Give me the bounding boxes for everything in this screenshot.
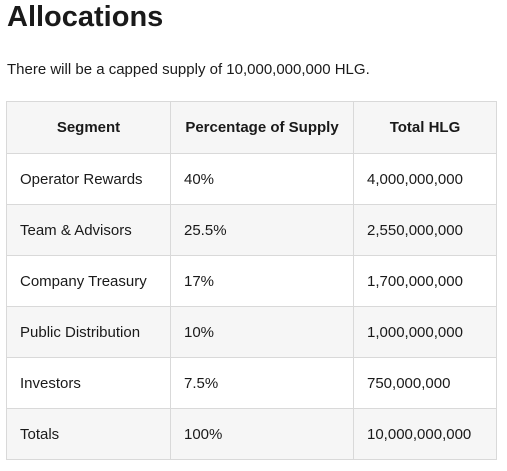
total-hlg-cell: 4,000,000,000 bbox=[353, 153, 497, 205]
total-hlg-cell: 750,000,000 bbox=[353, 357, 497, 409]
total-hlg-cell: 10,000,000,000 bbox=[353, 408, 497, 460]
segment-cell: Operator Rewards bbox=[6, 153, 171, 205]
page-title: Allocations bbox=[7, 1, 164, 33]
segment-cell: Team & Advisors bbox=[6, 204, 171, 256]
segment-cell: Company Treasury bbox=[6, 255, 171, 307]
total-hlg-cell: 1,000,000,000 bbox=[353, 306, 497, 358]
allocations-table: Segment Percentage of Supply Total HLG O… bbox=[6, 101, 497, 460]
percentage-cell: 10% bbox=[170, 306, 354, 358]
table-row: Company Treasury 17% 1,700,000,000 bbox=[6, 255, 497, 307]
percentage-cell: 40% bbox=[170, 153, 354, 205]
column-header-total-hlg: Total HLG bbox=[353, 101, 497, 154]
percentage-cell: 25.5% bbox=[170, 204, 354, 256]
table-row: Operator Rewards 40% 4,000,000,000 bbox=[6, 153, 497, 205]
column-header-segment: Segment bbox=[6, 101, 171, 154]
segment-cell: Totals bbox=[6, 408, 171, 460]
segment-cell: Investors bbox=[6, 357, 171, 409]
table-row: Investors 7.5% 750,000,000 bbox=[6, 357, 497, 409]
percentage-cell: 17% bbox=[170, 255, 354, 307]
supply-description: There will be a capped supply of 10,000,… bbox=[7, 61, 370, 78]
total-hlg-cell: 1,700,000,000 bbox=[353, 255, 497, 307]
table-row: Team & Advisors 25.5% 2,550,000,000 bbox=[6, 204, 497, 256]
percentage-cell: 7.5% bbox=[170, 357, 354, 409]
table-header-row: Segment Percentage of Supply Total HLG bbox=[6, 101, 497, 154]
table-row-totals: Totals 100% 10,000,000,000 bbox=[6, 408, 497, 460]
column-header-percentage: Percentage of Supply bbox=[170, 101, 354, 154]
segment-cell: Public Distribution bbox=[6, 306, 171, 358]
total-hlg-cell: 2,550,000,000 bbox=[353, 204, 497, 256]
table-row: Public Distribution 10% 1,000,000,000 bbox=[6, 306, 497, 358]
percentage-cell: 100% bbox=[170, 408, 354, 460]
